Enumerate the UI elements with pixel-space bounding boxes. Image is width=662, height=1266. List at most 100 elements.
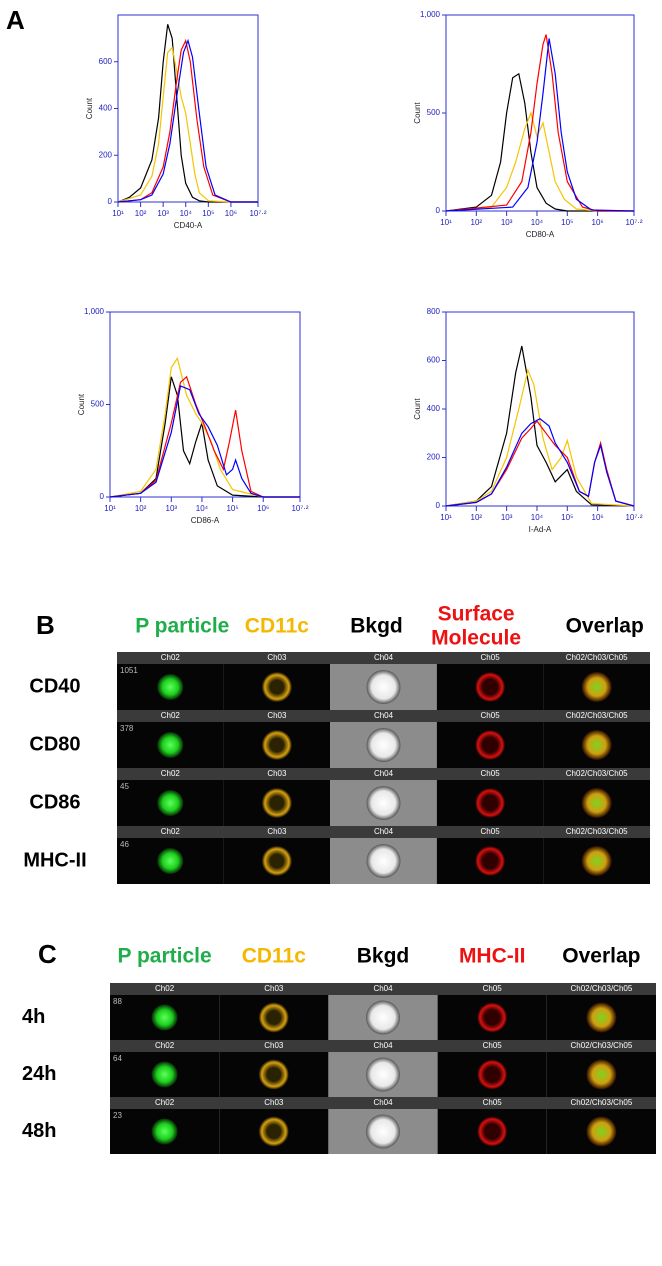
channel-label: Ch02: [155, 1098, 175, 1107]
cell: [261, 730, 292, 760]
row-label: 24h: [22, 1063, 56, 1085]
histogram-curve: [445, 34, 634, 212]
x-tick-label: 10⁵: [202, 209, 214, 218]
histogram-curve: [109, 356, 300, 498]
channel-label: Ch05: [481, 769, 501, 778]
column-header: MHC-II: [459, 945, 526, 968]
x-tick-label: 10⁴: [196, 504, 209, 513]
y-axis-label: Count: [413, 398, 422, 420]
object-id: 46: [120, 840, 129, 849]
x-tick-label: 10⁷·²: [249, 209, 266, 218]
y-tick-label: 200: [99, 150, 113, 159]
histogram-curve: [445, 111, 634, 212]
channel-label: Ch05: [481, 827, 501, 836]
object-id: 1051: [120, 666, 138, 675]
y-tick-label: 0: [108, 197, 113, 206]
x-tick-label: 10⁶: [592, 218, 604, 227]
cell: [475, 846, 506, 876]
x-tick-label: 10³: [501, 218, 513, 227]
y-tick-label: 400: [99, 104, 113, 113]
x-tick-label: 10³: [157, 209, 169, 218]
histogram-curve: [445, 38, 635, 212]
x-axis-label: I-Ad-A: [529, 525, 552, 534]
histogram-curve: [117, 24, 258, 203]
x-axis-label: CD86-A: [191, 516, 220, 525]
x-tick-label: 10²: [135, 504, 147, 513]
cell: [157, 848, 184, 874]
cell: [581, 788, 612, 818]
plot-frame: [117, 14, 259, 203]
x-tick-label: 10⁵: [561, 218, 573, 227]
channel-label: Ch02/Ch03/Ch05: [570, 1041, 632, 1050]
object-id: 23: [113, 1111, 122, 1120]
x-tick-label: 10⁶: [257, 504, 269, 513]
plot-frame: [445, 311, 635, 507]
channel-label: Ch05: [483, 1098, 503, 1107]
row-strip: [117, 826, 650, 838]
cell: [258, 1059, 289, 1090]
channel-label: Ch05: [483, 1041, 503, 1050]
cell: [366, 728, 401, 762]
cell: [475, 788, 506, 818]
cell: [581, 730, 612, 760]
channel-label: Ch03: [267, 827, 287, 836]
x-tick-label: 10⁷·²: [625, 218, 642, 227]
cell: [366, 1114, 400, 1149]
channel-label: Ch03: [264, 1041, 284, 1050]
column-header: Overlap: [566, 615, 644, 638]
cell: [586, 1002, 617, 1033]
row-strip: [110, 1040, 656, 1052]
x-tick-label: 10⁵: [226, 504, 238, 513]
cell: [157, 790, 184, 816]
x-tick-label: 10⁶: [592, 513, 604, 522]
x-tick-label: 10²: [135, 209, 147, 218]
plot-frame: [109, 311, 301, 498]
histogram-curve: [445, 72, 634, 212]
column-header: Surface: [438, 603, 515, 626]
y-tick-label: 500: [91, 400, 105, 409]
panel-label: A: [6, 5, 25, 35]
x-axis-label: CD80-A: [526, 230, 555, 239]
y-tick-label: 0: [436, 501, 441, 510]
object-id: 378: [120, 724, 134, 733]
object-id: 88: [113, 997, 122, 1006]
x-tick-label: 10⁵: [561, 513, 573, 522]
cell: [586, 1059, 617, 1090]
column-header: CD11c: [242, 945, 307, 968]
cell: [157, 674, 184, 700]
channel-label: Ch02: [161, 711, 181, 720]
row-strip: [117, 710, 650, 722]
cell: [258, 1002, 289, 1033]
row-label: CD86: [29, 791, 80, 813]
row-label: CD40: [29, 675, 80, 697]
cell: [366, 1000, 400, 1035]
cell: [366, 1057, 400, 1092]
cell: [258, 1116, 289, 1147]
channel-label: Ch05: [483, 984, 503, 993]
cell: [581, 672, 612, 702]
row-label: CD80: [29, 733, 80, 755]
cell: [151, 1004, 178, 1031]
y-tick-label: 1,000: [84, 307, 105, 316]
y-tick-label: 600: [99, 57, 113, 66]
histogram-curve: [109, 385, 300, 498]
cell: [475, 730, 506, 760]
cell: [157, 732, 184, 758]
channel-label: Ch04: [374, 769, 394, 778]
cell: [366, 844, 401, 878]
histogram-curve: [109, 376, 300, 498]
y-axis-label: Count: [85, 97, 94, 119]
row-strip: [117, 652, 650, 664]
panel-label: B: [36, 610, 55, 640]
channel-label: Ch02: [155, 984, 175, 993]
channel-label: Ch05: [481, 653, 501, 662]
x-tick-label: 10³: [501, 513, 513, 522]
x-tick-label: 10²: [471, 513, 483, 522]
histogram-curve: [117, 38, 258, 203]
y-tick-label: 200: [427, 453, 441, 462]
object-id: 45: [120, 782, 129, 791]
histogram-curve: [445, 420, 635, 507]
panel-label: C: [38, 939, 57, 969]
x-tick-label: 10³: [166, 504, 178, 513]
